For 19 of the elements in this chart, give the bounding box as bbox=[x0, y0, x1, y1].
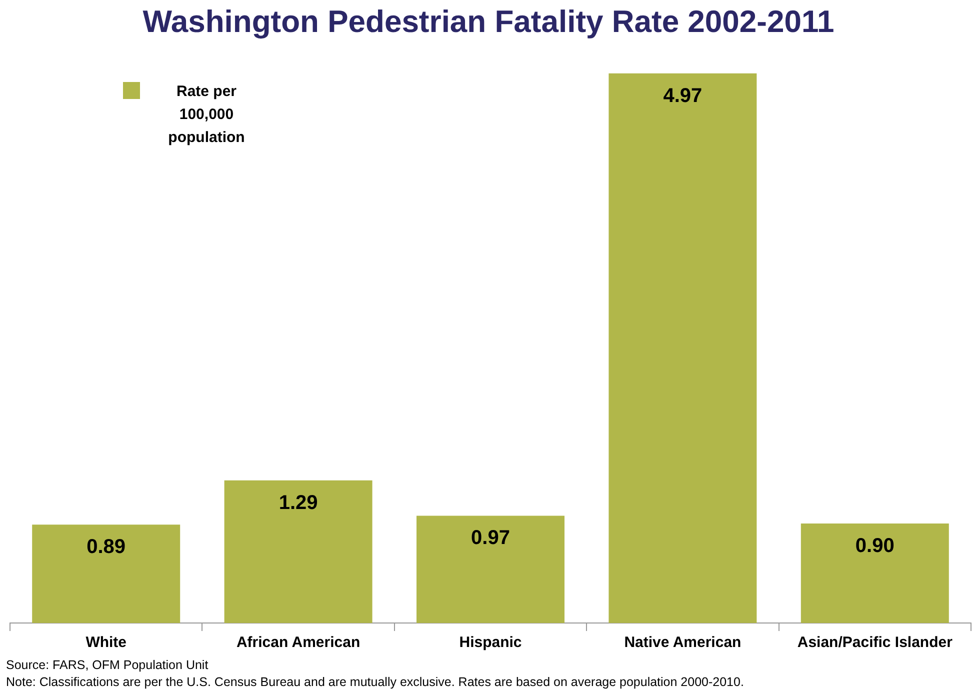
bar bbox=[416, 516, 564, 623]
x-tick-label: White bbox=[86, 634, 127, 652]
chart-title: Washington Pedestrian Fatality Rate 2002-2011 bbox=[142, 4, 836, 40]
x-tick-label: Native American bbox=[624, 634, 742, 652]
data-label: 0.89 bbox=[86, 536, 126, 558]
text: Rate per 100,000 population bbox=[167, 82, 246, 148]
data-label: 0.90 bbox=[855, 534, 894, 557]
data-label: 4.97 bbox=[663, 84, 702, 107]
bar bbox=[800, 523, 949, 623]
x-tick-label: Asian/Pacific Islander bbox=[797, 634, 953, 652]
bar bbox=[224, 480, 372, 623]
data-label: 1.29 bbox=[278, 492, 318, 514]
data-label: 0.97 bbox=[471, 527, 510, 550]
bar bbox=[608, 73, 757, 623]
x-tick-label: African American bbox=[236, 634, 360, 652]
source-note: Source: FARS, OFM Population Unit bbox=[6, 657, 210, 674]
bar bbox=[32, 524, 180, 623]
text: Note: Classifications are per the U.S. Census Bureau and are mutually exclusive. Rates are based on average population 2000-2010. bbox=[6, 674, 744, 691]
x-tick-label: Hispanic bbox=[459, 634, 522, 652]
